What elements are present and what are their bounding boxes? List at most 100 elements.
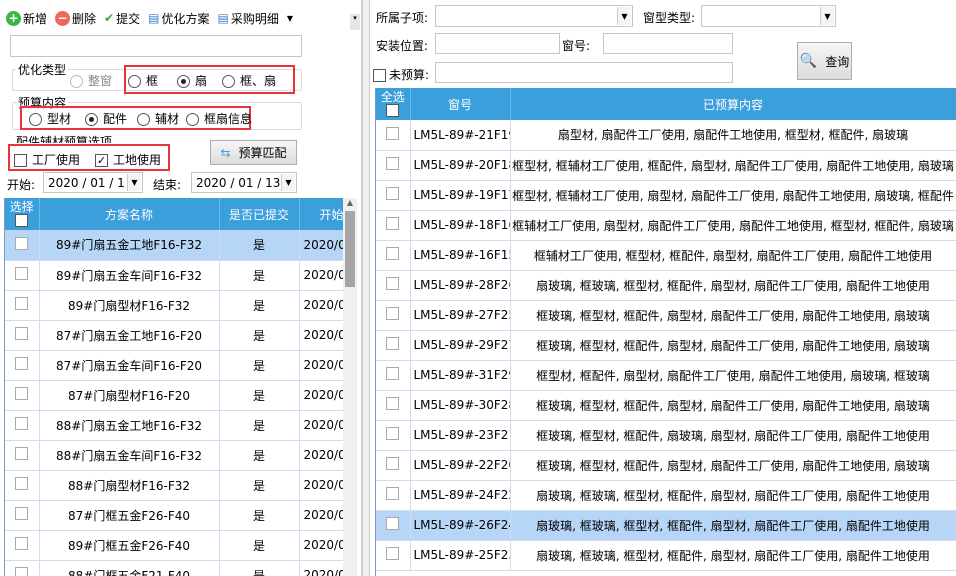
plan-name-input[interactable] <box>10 35 302 57</box>
row-checkbox[interactable] <box>376 270 411 301</box>
submit-button[interactable]: ✔ 提交 <box>104 10 140 27</box>
row-checkbox[interactable] <box>5 470 40 501</box>
table-row[interactable]: LM5L-89#-31F29 框型材, 框配件, 扇型材, 扇配件工厂使用, 扇配… <box>376 360 956 391</box>
cell-name: 87#门扇五金工地F16-F20 <box>39 320 220 351</box>
cell-no: LM5L-89#-25F23 <box>410 540 511 571</box>
radio-accessories[interactable]: 辅材 <box>137 110 179 127</box>
table-row[interactable]: 88#门扇型材F16-F32 是 2020/0 <box>5 470 344 501</box>
row-checkbox[interactable] <box>376 180 411 211</box>
table-row[interactable]: 88#门扇五金工地F16-F32 是 2020/0 <box>5 410 344 441</box>
table-row[interactable]: LM5L-89#-30F28 框玻璃, 框型材, 框配件, 扇型材, 扇配件工厂使… <box>376 390 956 421</box>
row-checkbox[interactable] <box>5 350 40 381</box>
window-no-input[interactable] <box>603 33 733 54</box>
window-no-label: 窗号: <box>561 39 590 53</box>
purchase-button[interactable]: ▤ 采购明细 <box>217 10 278 27</box>
site-use-checkbox[interactable]: ✓ 工地使用 <box>95 153 162 167</box>
location-input[interactable] <box>435 33 560 54</box>
row-checkbox[interactable] <box>376 540 411 571</box>
row-checkbox[interactable] <box>5 410 40 441</box>
chevron-down-icon: ▼ <box>281 174 295 191</box>
row-checkbox[interactable] <box>5 500 40 531</box>
unbudgeted-checkbox[interactable]: 未预算: <box>373 66 429 83</box>
select-all-checkbox[interactable] <box>15 214 29 227</box>
dropdown-arrow-icon[interactable]: ▼ <box>286 13 293 23</box>
row-checkbox[interactable] <box>376 210 411 241</box>
plan-button[interactable]: ▤ 优化方案 <box>148 10 209 27</box>
end-date-picker[interactable]: 2020 / 01 / 13 ▼ <box>191 172 297 193</box>
table-row[interactable]: 87#门扇五金车间F16-F20 是 2020/0 <box>5 350 344 381</box>
cell-start: 2020/0 <box>299 320 344 351</box>
table-row[interactable]: LM5L-89#-23F21 框玻璃, 框型材, 框配件, 扇玻璃, 扇型材, 扇… <box>376 420 956 451</box>
row-checkbox[interactable] <box>5 230 40 261</box>
table-row[interactable]: 89#门扇五金车间F16-F32 是 2020/0 <box>5 260 344 291</box>
query-button[interactable]: 🔍 查询 <box>797 42 852 80</box>
cell-no: LM5L-89#-27F25 <box>410 300 511 331</box>
table-row[interactable]: 87#门扇型材F16-F20 是 2020/0 <box>5 380 344 411</box>
table-row[interactable]: LM5L-89#-21F19 扇型材, 扇配件工厂使用, 扇配件工地使用, 框型材… <box>376 120 956 151</box>
toolbar-overflow-button[interactable]: ▾ <box>350 14 360 30</box>
row-checkbox[interactable] <box>5 260 40 291</box>
row-checkbox[interactable] <box>376 510 411 541</box>
row-checkbox[interactable] <box>376 330 411 361</box>
row-checkbox[interactable] <box>5 440 40 471</box>
table-row[interactable]: 87#门扇五金工地F16-F20 是 2020/0 <box>5 320 344 351</box>
row-checkbox[interactable] <box>5 290 40 321</box>
row-checkbox[interactable] <box>5 320 40 351</box>
table-row[interactable]: LM5L-89#-16F15 框辅材工厂使用, 框型材, 框配件, 扇型材, 扇配… <box>376 240 956 271</box>
budget-match-button[interactable]: ⇆ 预算匹配 <box>210 140 297 165</box>
table-row[interactable]: LM5L-89#-29F27 框玻璃, 框型材, 框配件, 扇型材, 扇配件工厂使… <box>376 330 956 361</box>
row-checkbox[interactable] <box>376 150 411 181</box>
table-row[interactable]: 89#门扇型材F16-F32 是 2020/0 <box>5 290 344 321</box>
radio-frame-sash-info[interactable]: 框扇信息 <box>186 110 252 127</box>
row-checkbox[interactable] <box>376 450 411 481</box>
row-checkbox[interactable] <box>376 420 411 451</box>
start-date-picker[interactable]: 2020 / 01 / 1 ▼ <box>43 172 143 193</box>
cell-submitted: 是 <box>219 350 300 381</box>
budget-options-label: 配件辅材预算选项 <box>16 135 113 143</box>
scrollbar-thumb[interactable] <box>345 211 355 287</box>
row-checkbox[interactable] <box>376 390 411 421</box>
unbudgeted-input[interactable] <box>435 62 733 83</box>
table-row[interactable]: LM5L-89#-22F20 框玻璃, 框型材, 框配件, 扇型材, 扇配件工厂使… <box>376 450 956 481</box>
table-row[interactable]: LM5L-89#-25F23 扇玻璃, 框玻璃, 框型材, 框配件, 扇型材, 扇… <box>376 540 956 571</box>
table-row[interactable]: LM5L-89#-24F22 扇玻璃, 框玻璃, 框型材, 框配件, 扇型材, 扇… <box>376 480 956 511</box>
factory-use-checkbox[interactable]: 工厂使用 <box>14 151 80 168</box>
delete-button[interactable]: − 删除 <box>55 10 96 27</box>
table-row[interactable]: 88#门框五金F21-F40 是 2020/0 <box>5 560 344 576</box>
select-all-checkbox[interactable] <box>386 104 400 117</box>
cell-submitted: 是 <box>219 440 300 471</box>
radio-fittings[interactable]: 配件 <box>85 110 127 127</box>
row-checkbox[interactable] <box>376 120 411 151</box>
table-row[interactable]: LM5L-89#-27F25 框玻璃, 框型材, 框配件, 扇型材, 扇配件工厂使… <box>376 300 956 331</box>
subitem-combo[interactable]: ▼ <box>435 5 633 27</box>
table-row[interactable]: LM5L-89#-18F16 框辅材工厂使用, 扇型材, 扇配件工厂使用, 扇配件… <box>376 210 956 241</box>
cell-no: LM5L-89#-22F20 <box>410 450 511 481</box>
window-type-combo[interactable]: ▼ <box>701 5 836 27</box>
radio-sash[interactable]: 扇 <box>177 72 207 89</box>
table-row[interactable]: 87#门框五金F26-F40 是 2020/0 <box>5 500 344 531</box>
radio-profile[interactable]: 型材 <box>29 110 71 127</box>
row-checkbox[interactable] <box>376 240 411 271</box>
add-button[interactable]: + 新增 <box>6 10 47 27</box>
table-row[interactable]: LM5L-89#-28F26 扇玻璃, 框玻璃, 框型材, 框配件, 扇型材, 扇… <box>376 270 956 301</box>
row-checkbox[interactable] <box>376 300 411 331</box>
table-row[interactable]: 88#门扇五金车间F16-F32 是 2020/0 <box>5 440 344 471</box>
plan-table-scrollbar[interactable]: ▲ <box>343 198 357 576</box>
table-row[interactable]: 89#门扇五金工地F16-F32 是 2020/0 <box>5 230 344 261</box>
splitter[interactable] <box>362 0 370 576</box>
row-checkbox[interactable] <box>376 360 411 391</box>
row-checkbox[interactable] <box>376 480 411 511</box>
table-row[interactable]: LM5L-89#-20F18 框型材, 框辅材工厂使用, 框配件, 扇型材, 扇配… <box>376 150 956 181</box>
radio-frame[interactable]: 框 <box>128 72 158 89</box>
radio-frame-sash[interactable]: 框、扇 <box>222 72 276 89</box>
row-checkbox[interactable] <box>5 530 40 561</box>
cell-start: 2020/0 <box>299 230 344 261</box>
row-checkbox[interactable] <box>5 560 40 576</box>
row-checkbox[interactable] <box>5 380 40 411</box>
cell-no: LM5L-89#-30F28 <box>410 390 511 421</box>
table-row[interactable]: LM5L-89#-26F24 扇玻璃, 框玻璃, 框型材, 框配件, 扇型材, 扇… <box>376 510 956 541</box>
cell-no: LM5L-89#-24F22 <box>410 480 511 511</box>
cell-name: 88#门扇型材F16-F32 <box>39 470 220 501</box>
table-row[interactable]: 89#门框五金F26-F40 是 2020/0 <box>5 530 344 561</box>
table-row[interactable]: LM5L-89#-19F17 框型材, 框辅材工厂使用, 扇型材, 扇配件工厂使用… <box>376 180 956 211</box>
